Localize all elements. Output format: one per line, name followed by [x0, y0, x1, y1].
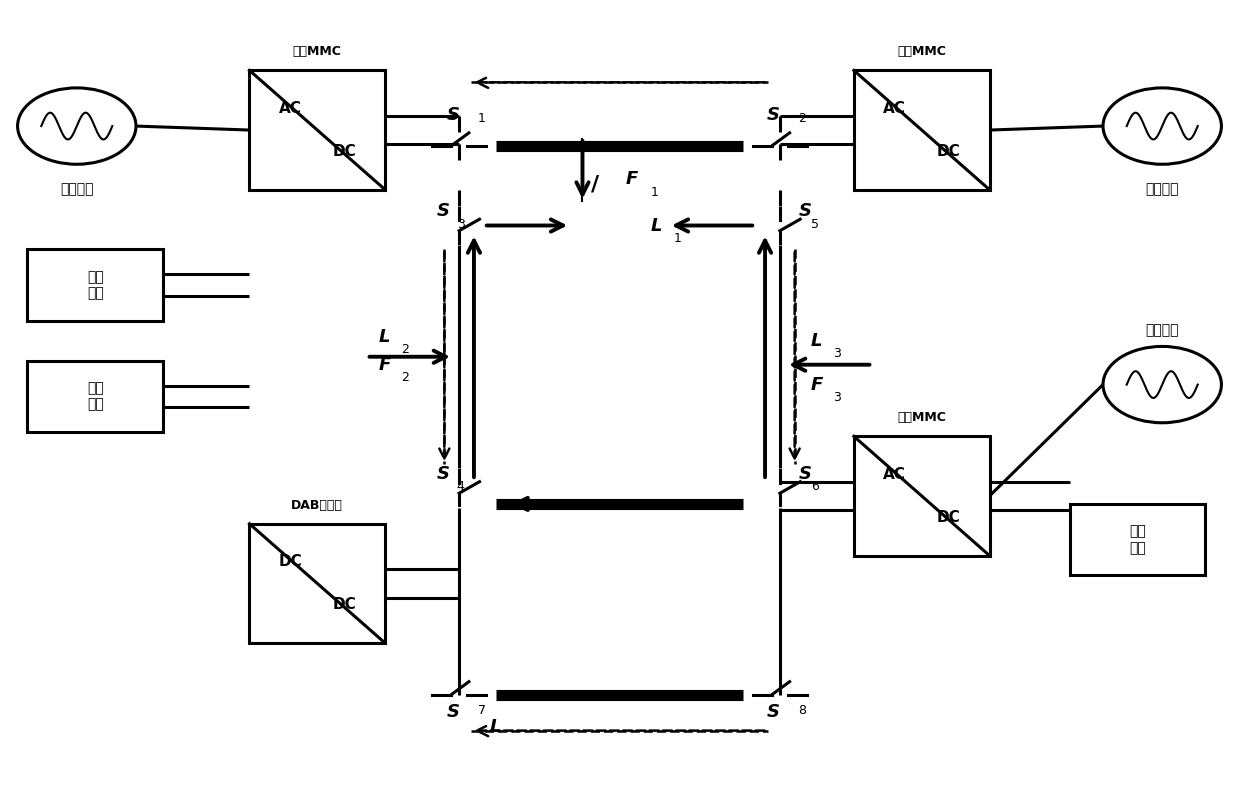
Text: 1: 1 — [650, 186, 658, 199]
Text: L: L — [379, 328, 390, 346]
Bar — [27, 249, 164, 321]
Text: 直流
负荷: 直流 负荷 — [87, 381, 104, 412]
Text: S: S — [767, 702, 781, 721]
Text: S: S — [436, 202, 450, 220]
Text: L: L — [489, 718, 502, 735]
Text: 全桥MMC: 全桥MMC — [897, 412, 947, 425]
Text: 7: 7 — [478, 704, 486, 718]
Text: 3: 3 — [457, 218, 465, 231]
Text: DC: DC — [332, 144, 357, 159]
Text: 3: 3 — [833, 347, 841, 360]
Text: 2: 2 — [798, 112, 807, 125]
Text: F: F — [379, 356, 392, 374]
Text: F: F — [626, 171, 638, 188]
Text: 1: 1 — [478, 112, 486, 125]
Text: L: L — [650, 216, 662, 235]
Text: AC: AC — [279, 101, 301, 116]
Text: 直流
负荷: 直流 负荷 — [1129, 525, 1146, 555]
Text: 3: 3 — [833, 391, 841, 404]
Text: 2: 2 — [401, 371, 409, 384]
Text: S: S — [436, 465, 450, 483]
Text: S: S — [446, 702, 460, 721]
Text: 光伏
电源: 光伏 电源 — [87, 270, 104, 300]
Text: S: S — [446, 106, 460, 123]
Text: 交流系统: 交流系统 — [1146, 323, 1180, 337]
Bar — [27, 360, 164, 433]
Text: AC: AC — [883, 467, 906, 482]
Text: F: F — [810, 376, 823, 393]
Bar — [249, 70, 385, 190]
Text: L: L — [810, 332, 823, 350]
Text: 全桥MMC: 全桥MMC — [292, 46, 342, 58]
Text: DC: DC — [332, 598, 357, 613]
Text: 1: 1 — [674, 231, 681, 245]
Text: 5: 5 — [810, 218, 819, 231]
Text: S: S — [798, 202, 812, 220]
Text: 6: 6 — [810, 480, 819, 493]
Text: 8: 8 — [798, 704, 807, 718]
Text: 交流系统: 交流系统 — [1146, 182, 1180, 195]
Text: DC: DC — [279, 554, 302, 570]
Bar — [854, 437, 990, 556]
Bar — [1069, 504, 1206, 575]
Text: 4: 4 — [457, 480, 465, 493]
Text: DC: DC — [937, 144, 960, 159]
Text: /: / — [591, 174, 598, 194]
Text: DC: DC — [937, 510, 960, 525]
Text: S: S — [798, 465, 812, 483]
Text: 交流系统: 交流系统 — [59, 182, 93, 195]
Text: DAB变换器: DAB变换器 — [291, 499, 343, 512]
Text: AC: AC — [883, 101, 906, 116]
Text: S: S — [767, 106, 781, 123]
Bar — [854, 70, 990, 190]
Text: 全桥MMC: 全桥MMC — [897, 46, 947, 58]
Text: 2: 2 — [401, 343, 409, 356]
Bar — [249, 524, 385, 643]
